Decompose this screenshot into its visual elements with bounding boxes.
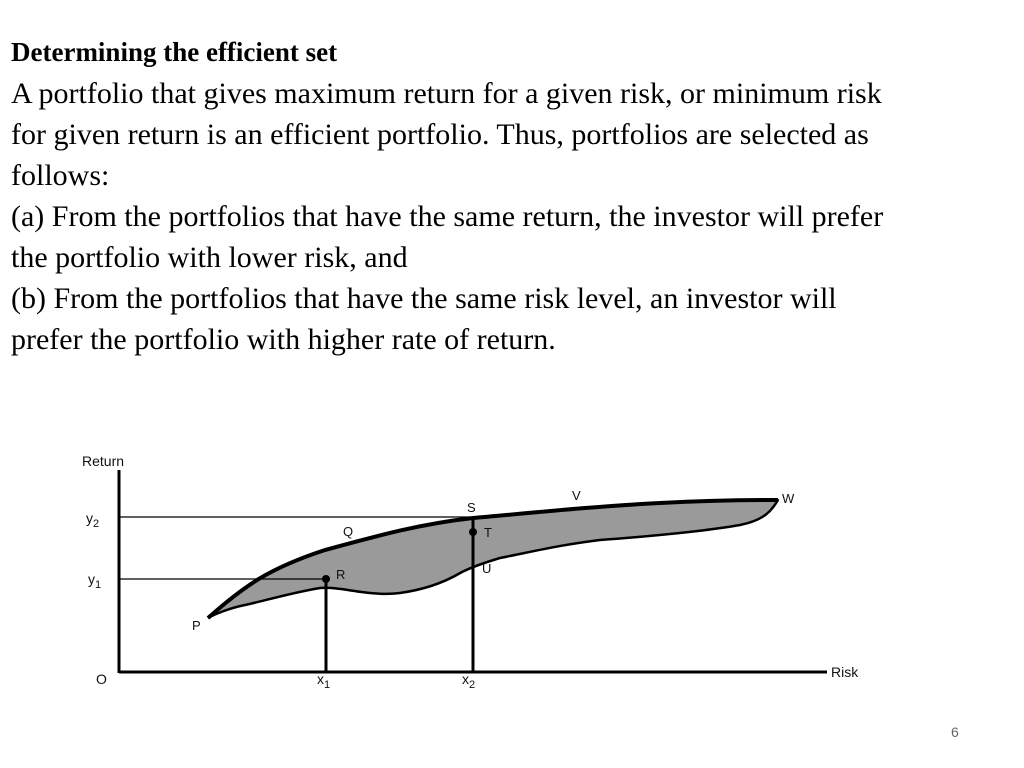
point-label-t: T bbox=[484, 525, 492, 540]
body-line: the portfolio with lower risk, and bbox=[11, 241, 408, 274]
origin-label: O bbox=[96, 671, 107, 687]
x1-tick-label: x1 bbox=[317, 671, 330, 691]
point-label-q: Q bbox=[343, 524, 353, 539]
page-number: 6 bbox=[951, 724, 959, 740]
point-r-marker bbox=[322, 575, 330, 583]
x2-tick-label: x2 bbox=[462, 671, 475, 691]
point-label-p: P bbox=[192, 618, 201, 633]
body-line: for given return is an efficient portfol… bbox=[11, 118, 869, 151]
body-line: (a) From the portfolios that have the sa… bbox=[11, 200, 884, 233]
point-label-w: W bbox=[782, 491, 795, 506]
point-label-u: U bbox=[482, 561, 491, 576]
body-line: (b) From the portfolios that have the sa… bbox=[11, 282, 837, 315]
point-label-v: V bbox=[572, 488, 581, 503]
point-label-r: R bbox=[336, 567, 345, 582]
y1-tick-label: y1 bbox=[88, 571, 101, 591]
efficient-set-diagram: Return Risk O y2 y1 x1 x2 P Q R S T U V … bbox=[82, 453, 859, 691]
x-axis-label: Risk bbox=[831, 664, 859, 680]
lower-boundary bbox=[207, 499, 780, 620]
body-line: prefer the portfolio with higher rate of… bbox=[11, 323, 556, 356]
y2-tick-label: y2 bbox=[86, 510, 99, 530]
point-label-s: S bbox=[467, 500, 476, 515]
slide-heading: Determining the efficient set bbox=[11, 37, 338, 67]
y-axis-label: Return bbox=[82, 453, 124, 469]
body-line: follows: bbox=[11, 159, 110, 192]
point-t-marker bbox=[469, 528, 477, 536]
body-line: A portfolio that gives maximum return fo… bbox=[11, 77, 882, 110]
slide-body: A portfolio that gives maximum return fo… bbox=[11, 73, 1011, 360]
